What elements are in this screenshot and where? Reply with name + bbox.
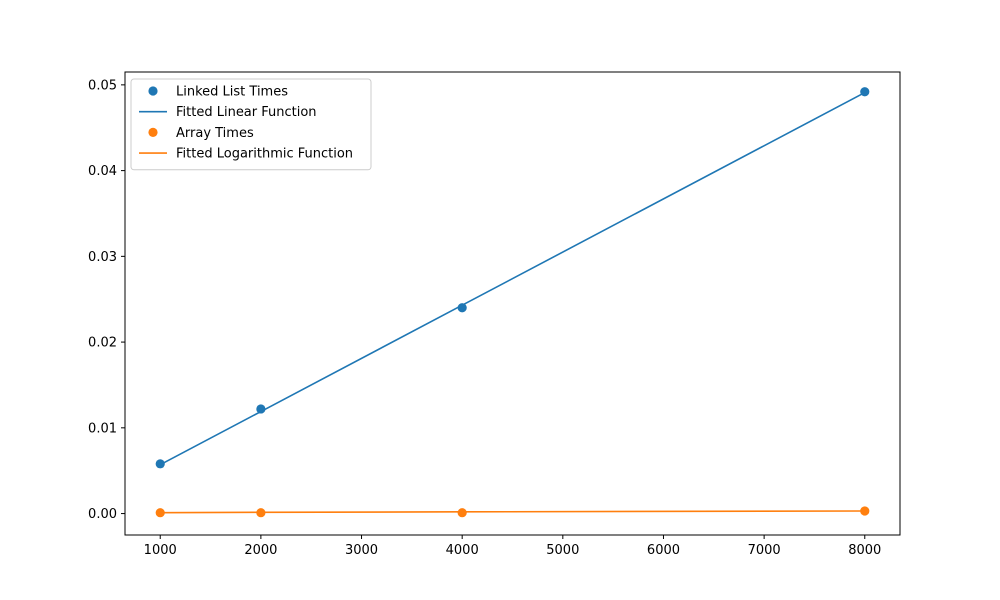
data-point-2-0: [155, 508, 165, 518]
x-tick-label: 8000: [848, 543, 881, 558]
x-tick-label: 3000: [345, 543, 378, 558]
legend-label-1: Fitted Linear Function: [176, 105, 317, 120]
data-point-0-0: [155, 459, 165, 469]
x-tick-label: 5000: [546, 543, 579, 558]
x-tick-label: 2000: [244, 543, 277, 558]
y-axis-ticks: 0.00 0.01 0.02 0.03 0.04 0.05: [88, 78, 125, 522]
x-tick-label: 6000: [647, 543, 680, 558]
x-axis-ticks: 1000 2000 3000 4000 5000 6000 7000 8000: [144, 535, 881, 558]
y-tick-label: 0.01: [88, 421, 117, 436]
x-tick-label: 1000: [144, 543, 177, 558]
series-line-1: [159, 91, 866, 466]
x-tick-label: 7000: [748, 543, 781, 558]
legend: Linked List Times Fitted Linear Function A…: [130, 78, 372, 171]
data-point-2-1: [256, 508, 266, 518]
legend-label-0: Linked List Times: [176, 85, 288, 100]
legend-label-3: Fitted Logarithmic Function: [176, 147, 353, 162]
data-point-2-2: [457, 508, 467, 518]
data-point-0-1: [256, 404, 266, 414]
plot-marks: [155, 87, 870, 518]
x-tick-label: 4000: [446, 543, 479, 558]
y-tick-label: 0.03: [88, 250, 117, 265]
y-tick-label: 0.04: [88, 164, 117, 179]
legend-box: [130, 78, 372, 171]
legend-label-2: Array Times: [176, 126, 254, 141]
plot-frame: [124, 71, 901, 536]
legend-marker-2: [148, 127, 158, 137]
data-point-2-3: [860, 506, 870, 516]
y-tick-label: 0.00: [88, 507, 117, 522]
y-tick-label: 0.02: [88, 336, 117, 351]
data-point-0-2: [457, 303, 467, 313]
y-tick-label: 0.05: [88, 78, 117, 93]
data-point-0-3: [860, 87, 870, 97]
series-line-3: [160, 510, 865, 514]
legend-marker-0: [148, 86, 158, 96]
